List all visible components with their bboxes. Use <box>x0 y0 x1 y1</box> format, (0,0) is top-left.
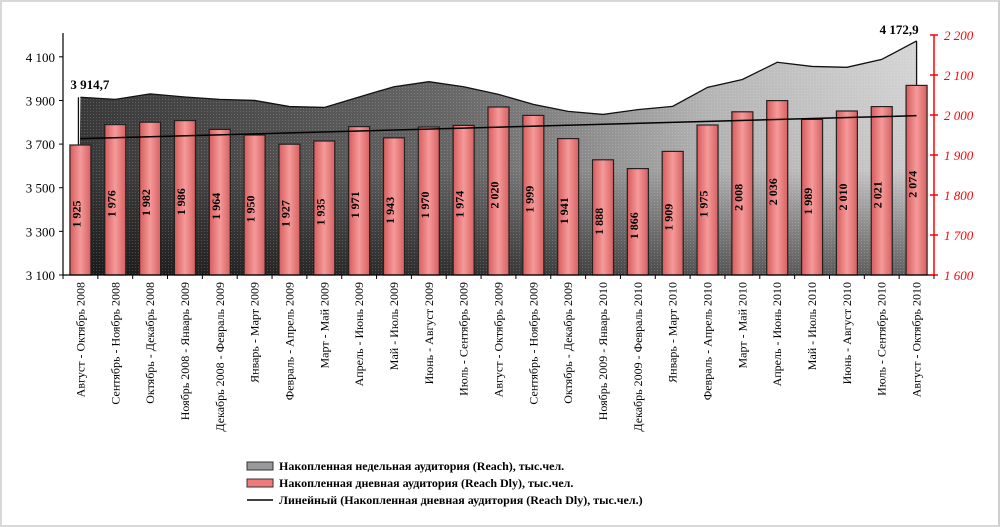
legend-label-trend: Линейный (Накопленная дневная аудитория … <box>279 493 643 507</box>
bar-data-label: 1 964 <box>209 193 223 220</box>
legend-label-weekly-reach: Накопленная недельная аудитория (Reach),… <box>279 459 564 473</box>
x-category-label: Август - Октябрь 2008 <box>73 282 87 397</box>
area-label-first: 3 914,7 <box>70 77 110 92</box>
x-category-label: Февраль - Апрель 2009 <box>282 282 296 400</box>
bar-data-label: 1 943 <box>383 197 397 224</box>
bar-data-label: 2 020 <box>488 182 502 209</box>
x-category-label: Декабрь 2008 - Февраль 2009 <box>213 282 227 432</box>
legend-swatch-weekly-reach <box>246 461 274 471</box>
right-tick-label: 1 700 <box>944 228 974 243</box>
bar-data-label: 1 975 <box>697 191 711 218</box>
bar-data-label: 1 888 <box>592 208 606 235</box>
x-category-label: Май - Июль 2010 <box>805 282 819 370</box>
legend-swatch-daily-reach <box>246 478 274 488</box>
left-tick-label: 3 700 <box>26 137 55 152</box>
bar-data-label: 2 074 <box>906 171 920 198</box>
x-category-label: Июнь - Август 2010 <box>840 282 854 384</box>
x-category-label: Февраль - Апрель 2010 <box>701 282 715 400</box>
right-tick-label: 1 800 <box>944 188 974 203</box>
x-category-label: Март - Май 2010 <box>735 282 749 369</box>
left-tick-label: 3 100 <box>26 268 55 283</box>
bar-data-label: 1 866 <box>627 212 641 239</box>
x-category-label: Сентябрь - Ноябрь 2009 <box>526 282 540 405</box>
x-category-label: Май - Июль 2009 <box>387 282 401 370</box>
x-category-label: Апрель - Июнь 2009 <box>352 282 366 386</box>
x-category-label: Ноябрь 2008 - Январь 2009 <box>178 282 192 420</box>
area-label-last: 4 172,9 <box>880 22 920 37</box>
x-category-label: Август - Октябрь 2010 <box>910 282 924 397</box>
bar-data-label: 1 974 <box>453 191 467 218</box>
x-category-label: Январь - Март 2009 <box>248 282 262 383</box>
right-tick-label: 1 900 <box>944 148 974 163</box>
x-category-label: Июнь - Август 2009 <box>422 282 436 384</box>
bar-data-label: 1 971 <box>348 191 362 218</box>
bar-data-label: 1 976 <box>104 190 118 217</box>
x-category-label: Декабрь 2009 - Февраль 2010 <box>631 282 645 432</box>
x-category-label: Март - Май 2009 <box>317 282 331 369</box>
bar-data-label: 1 986 <box>174 188 188 215</box>
legend-label-daily-reach: Накопленная дневная аудитория (Reach Dly… <box>279 476 573 490</box>
x-category-label: Июль - Сентябрь 2009 <box>457 282 471 396</box>
x-category-label: Октябрь - Декабрь 2009 <box>561 282 575 404</box>
bar-data-label: 1 950 <box>244 196 258 223</box>
trend-line <box>80 114 917 140</box>
bar-data-label: 1 989 <box>801 188 815 215</box>
left-tick-label: 4 100 <box>26 50 55 65</box>
bar-data-label: 2 010 <box>836 184 850 211</box>
x-category-label: Апрель - Июнь 2010 <box>770 282 784 386</box>
right-tick-label: 2 000 <box>944 108 974 123</box>
weekly-reach-line <box>80 40 917 116</box>
bar-data-label: 2 036 <box>766 178 780 205</box>
bar-data-label: 2 008 <box>731 184 745 211</box>
bar-data-label: 1 941 <box>557 197 571 224</box>
x-category-label: Август - Октябрь 2009 <box>492 282 506 397</box>
bar-data-label: 1 982 <box>139 189 153 216</box>
x-category-label: Ноябрь 2009 - Январь 2010 <box>596 282 610 420</box>
x-category-label: Июль - Сентябрь 2010 <box>875 282 889 396</box>
left-tick-label: 3 900 <box>26 93 55 108</box>
right-tick-label: 2 100 <box>944 68 974 83</box>
left-tick-label: 3 300 <box>26 224 55 239</box>
bar-data-label: 1 935 <box>313 199 327 226</box>
bar-data-label: 1 909 <box>662 204 676 231</box>
bar-data-label: 1 927 <box>278 200 292 227</box>
right-tick-label: 1 600 <box>944 268 974 283</box>
x-category-label: Январь - Март 2010 <box>666 282 680 383</box>
x-category-label: Октябрь - Декабрь 2008 <box>143 282 157 404</box>
right-tick-label: 2 200 <box>944 28 974 43</box>
x-category-label: Сентябрь - Ноябрь 2008 <box>108 282 122 405</box>
left-tick-label: 3 500 <box>26 181 55 196</box>
bar-data-label: 1 925 <box>69 201 83 228</box>
bar-data-label: 1 999 <box>522 186 536 213</box>
bar-data-label: 1 970 <box>418 192 432 219</box>
bar-data-label: 2 021 <box>871 181 885 208</box>
